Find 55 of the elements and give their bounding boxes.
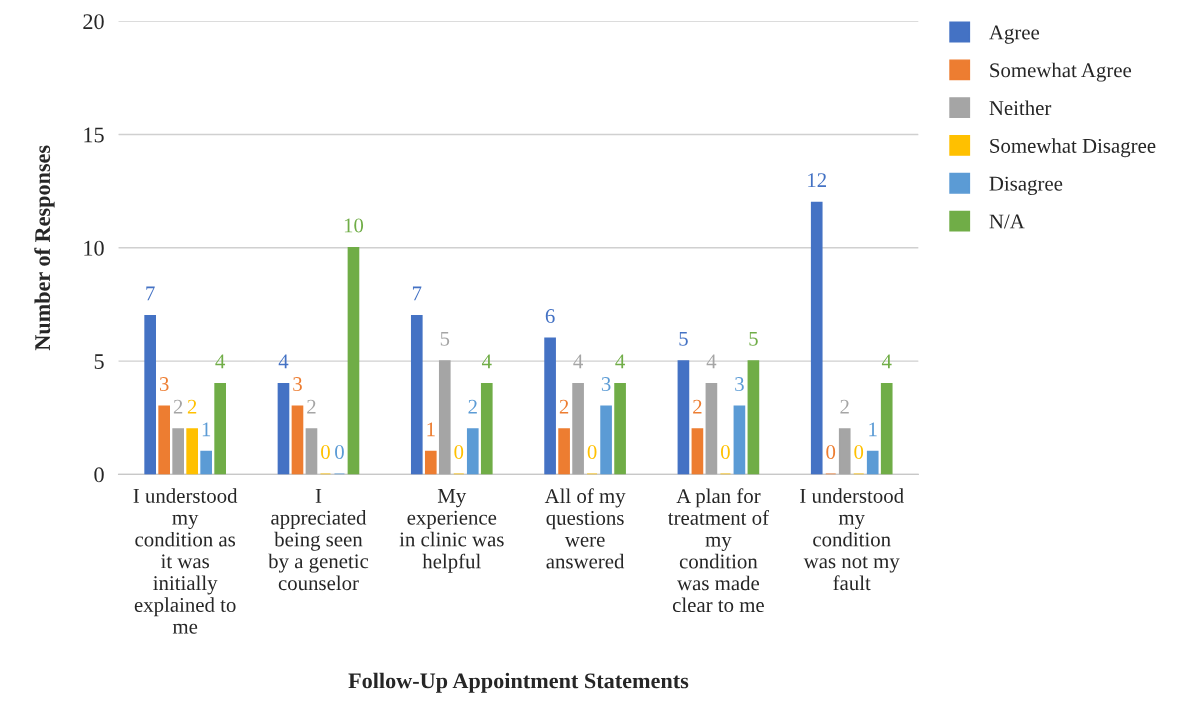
data-label: 0 <box>321 444 330 460</box>
data-label: 4 <box>573 354 583 369</box>
data-label: 4 <box>615 354 625 369</box>
data-label: 4 <box>278 354 289 369</box>
x-axis-title: Follow-Up Appointment Statements <box>348 672 689 693</box>
data-label: 6 <box>545 309 555 324</box>
data-label: 7 <box>146 286 155 301</box>
data-label: 12 <box>808 173 826 187</box>
data-label: 5 <box>679 331 688 346</box>
x-tick-label: My experience in clinic was helpful <box>399 489 504 573</box>
data-label: 1 <box>869 422 877 437</box>
data-label: 0 <box>720 444 730 460</box>
data-label: 4 <box>706 354 717 369</box>
data-label: 4 <box>215 354 226 369</box>
data-label: 2 <box>187 399 197 414</box>
legend-label: N/A <box>989 214 1025 229</box>
data-label: 0 <box>335 444 344 460</box>
data-label: 7 <box>412 286 422 301</box>
y-tick-label: 10 <box>84 240 104 256</box>
y-tick-label: 0 <box>94 467 104 483</box>
data-label: 2 <box>307 399 316 414</box>
data-label: 0 <box>587 444 597 460</box>
legend-label: Disagree <box>989 176 1063 196</box>
x-tick-label: All of my questions were answered <box>544 488 626 569</box>
data-label: 10 <box>344 218 364 233</box>
legend-label: Somewhat Disagree <box>990 138 1156 158</box>
data-label: 0 <box>854 444 864 460</box>
data-label: 4 <box>881 354 892 369</box>
y-tick-label: 15 <box>84 127 104 143</box>
x-tick-label: I understood my condition as it was initially explained to me <box>133 488 238 634</box>
data-label: 3 <box>159 377 169 392</box>
data-label: 3 <box>601 377 611 392</box>
data-label: 3 <box>293 377 302 392</box>
data-label: 2 <box>840 399 849 414</box>
legend-label: Agree <box>989 25 1040 44</box>
data-label: 2 <box>468 399 477 414</box>
y-axis-title: Number of Responses <box>34 145 55 351</box>
y-tick-label: 20 <box>83 14 104 30</box>
legend-label: Somewhat Agree <box>990 62 1132 82</box>
data-label: 2 <box>173 399 183 414</box>
data-label: 0 <box>826 444 836 460</box>
data-label: 3 <box>735 377 744 392</box>
y-tick-label: 5 <box>94 354 104 370</box>
data-label: 5 <box>749 331 758 346</box>
data-label: 1 <box>202 422 211 437</box>
x-tick-label: I understood my condition was not my fault <box>800 488 904 591</box>
data-label: 5 <box>440 331 450 346</box>
x-tick-label: I appreciated being seen by a genetic counselor <box>268 489 369 591</box>
data-label: 2 <box>559 399 569 414</box>
data-label: 1 <box>427 422 435 437</box>
data-label: 4 <box>481 354 492 369</box>
x-tick-label: A plan for treatment of my condition was made clear to me <box>668 488 770 613</box>
legend-label: Neither <box>989 100 1052 116</box>
data-label: 2 <box>693 399 702 414</box>
data-label: 0 <box>454 444 464 460</box>
